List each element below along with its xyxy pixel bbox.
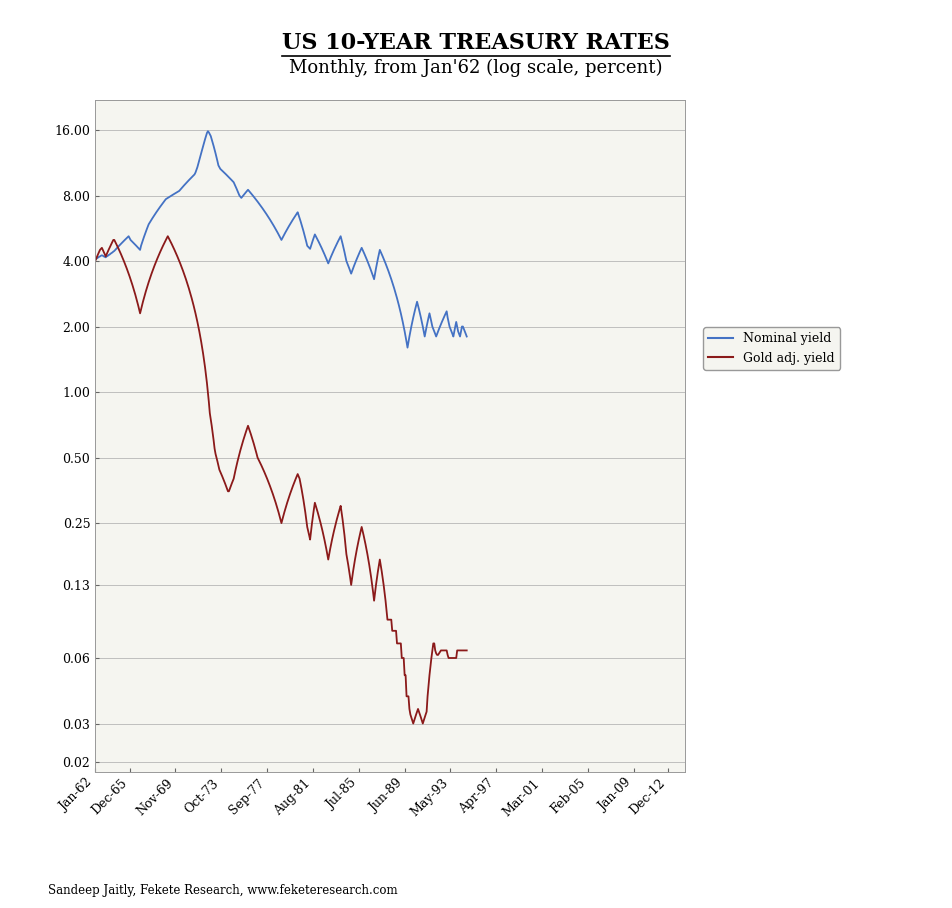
Nominal yield [89, 254, 101, 265]
Line: Nominal yield: Nominal yield [95, 131, 466, 348]
Text: US 10-YEAR TREASURY RATES: US 10-YEAR TREASURY RATES [282, 32, 670, 54]
Gold adj. yield [407, 718, 419, 729]
Nominal yield [340, 251, 351, 262]
Text: Sandeep Jaitly, Fekete Research, www.feketeresearch.com: Sandeep Jaitly, Fekete Research, www.fek… [48, 884, 397, 897]
Gold adj. yield [89, 255, 101, 266]
Gold adj. yield [396, 653, 407, 664]
Gold adj. yield [368, 596, 380, 607]
Nominal yield [461, 331, 472, 342]
Nominal yield [133, 243, 145, 254]
Gold adj. yield [162, 231, 173, 242]
Nominal yield [202, 125, 213, 136]
Nominal yield [368, 273, 380, 284]
Nominal yield [377, 251, 388, 262]
Text: Monthly, from Jan'62 (log scale, percent): Monthly, from Jan'62 (log scale, percent… [289, 59, 663, 77]
Gold adj. yield [133, 304, 145, 315]
Nominal yield [402, 342, 413, 353]
Gold adj. yield [461, 645, 472, 656]
Gold adj. yield [377, 572, 388, 583]
Nominal yield [354, 247, 366, 258]
Gold adj. yield [354, 529, 366, 540]
Line: Gold adj. yield: Gold adj. yield [95, 236, 466, 724]
Legend: Nominal yield, Gold adj. yield: Nominal yield, Gold adj. yield [704, 328, 840, 370]
Nominal yield [396, 312, 407, 323]
Gold adj. yield [340, 538, 351, 549]
